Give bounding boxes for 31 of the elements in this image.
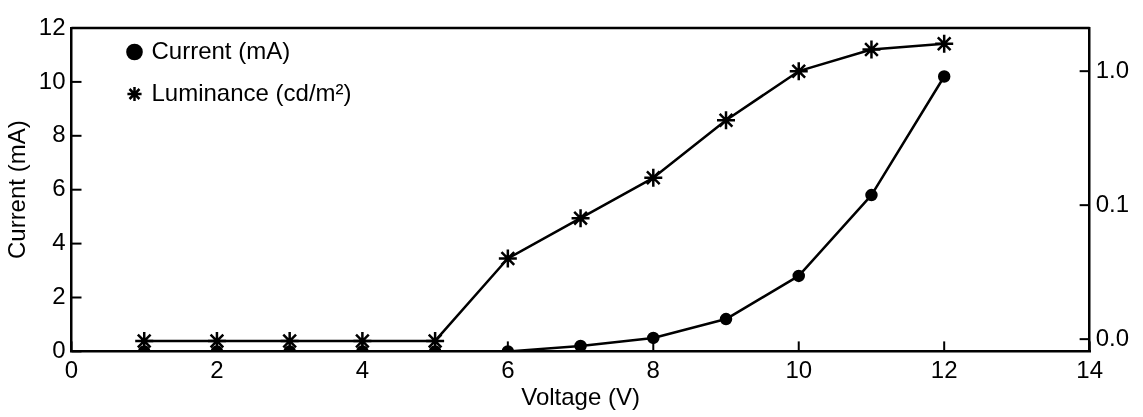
point [715, 110, 737, 131]
point [933, 33, 955, 55]
point [937, 70, 951, 83]
point [861, 39, 882, 60]
x-tick-label: 6 [501, 356, 515, 384]
x-axis-title: Voltage (V) [521, 383, 640, 411]
x-tick-label: 10 [785, 356, 813, 384]
point [570, 207, 591, 229]
x-tick-label: 2 [210, 356, 224, 384]
y-tick-label: 10 [38, 66, 66, 94]
x-tick-label: 12 [930, 356, 958, 384]
y-axis-title: Current (mA) [3, 120, 31, 260]
x-tick-label: 4 [355, 356, 370, 384]
x-tick-label: 8 [646, 356, 660, 384]
legend-label: Luminance (cd/m²) [151, 78, 352, 106]
legend-label: Current (mA) [151, 36, 291, 64]
y-tick-label: 2 [52, 282, 66, 310]
point [865, 188, 878, 202]
y2-tick-label: 0.1 [1095, 189, 1130, 217]
y-tick-label: 8 [52, 120, 66, 148]
x-tick-label: 14 [1076, 356, 1103, 384]
point [792, 269, 805, 283]
y2-tick-label: 1.0 [1095, 55, 1130, 83]
point [497, 248, 519, 269]
point [643, 167, 664, 189]
y-tick-label: 12 [38, 12, 66, 40]
y-tick-label: 6 [52, 174, 66, 202]
y2-tick-label: 0.0 [1095, 323, 1130, 351]
y-tick-label: 4 [52, 228, 66, 256]
y-tick-label: 0 [52, 336, 66, 364]
point [788, 60, 809, 82]
